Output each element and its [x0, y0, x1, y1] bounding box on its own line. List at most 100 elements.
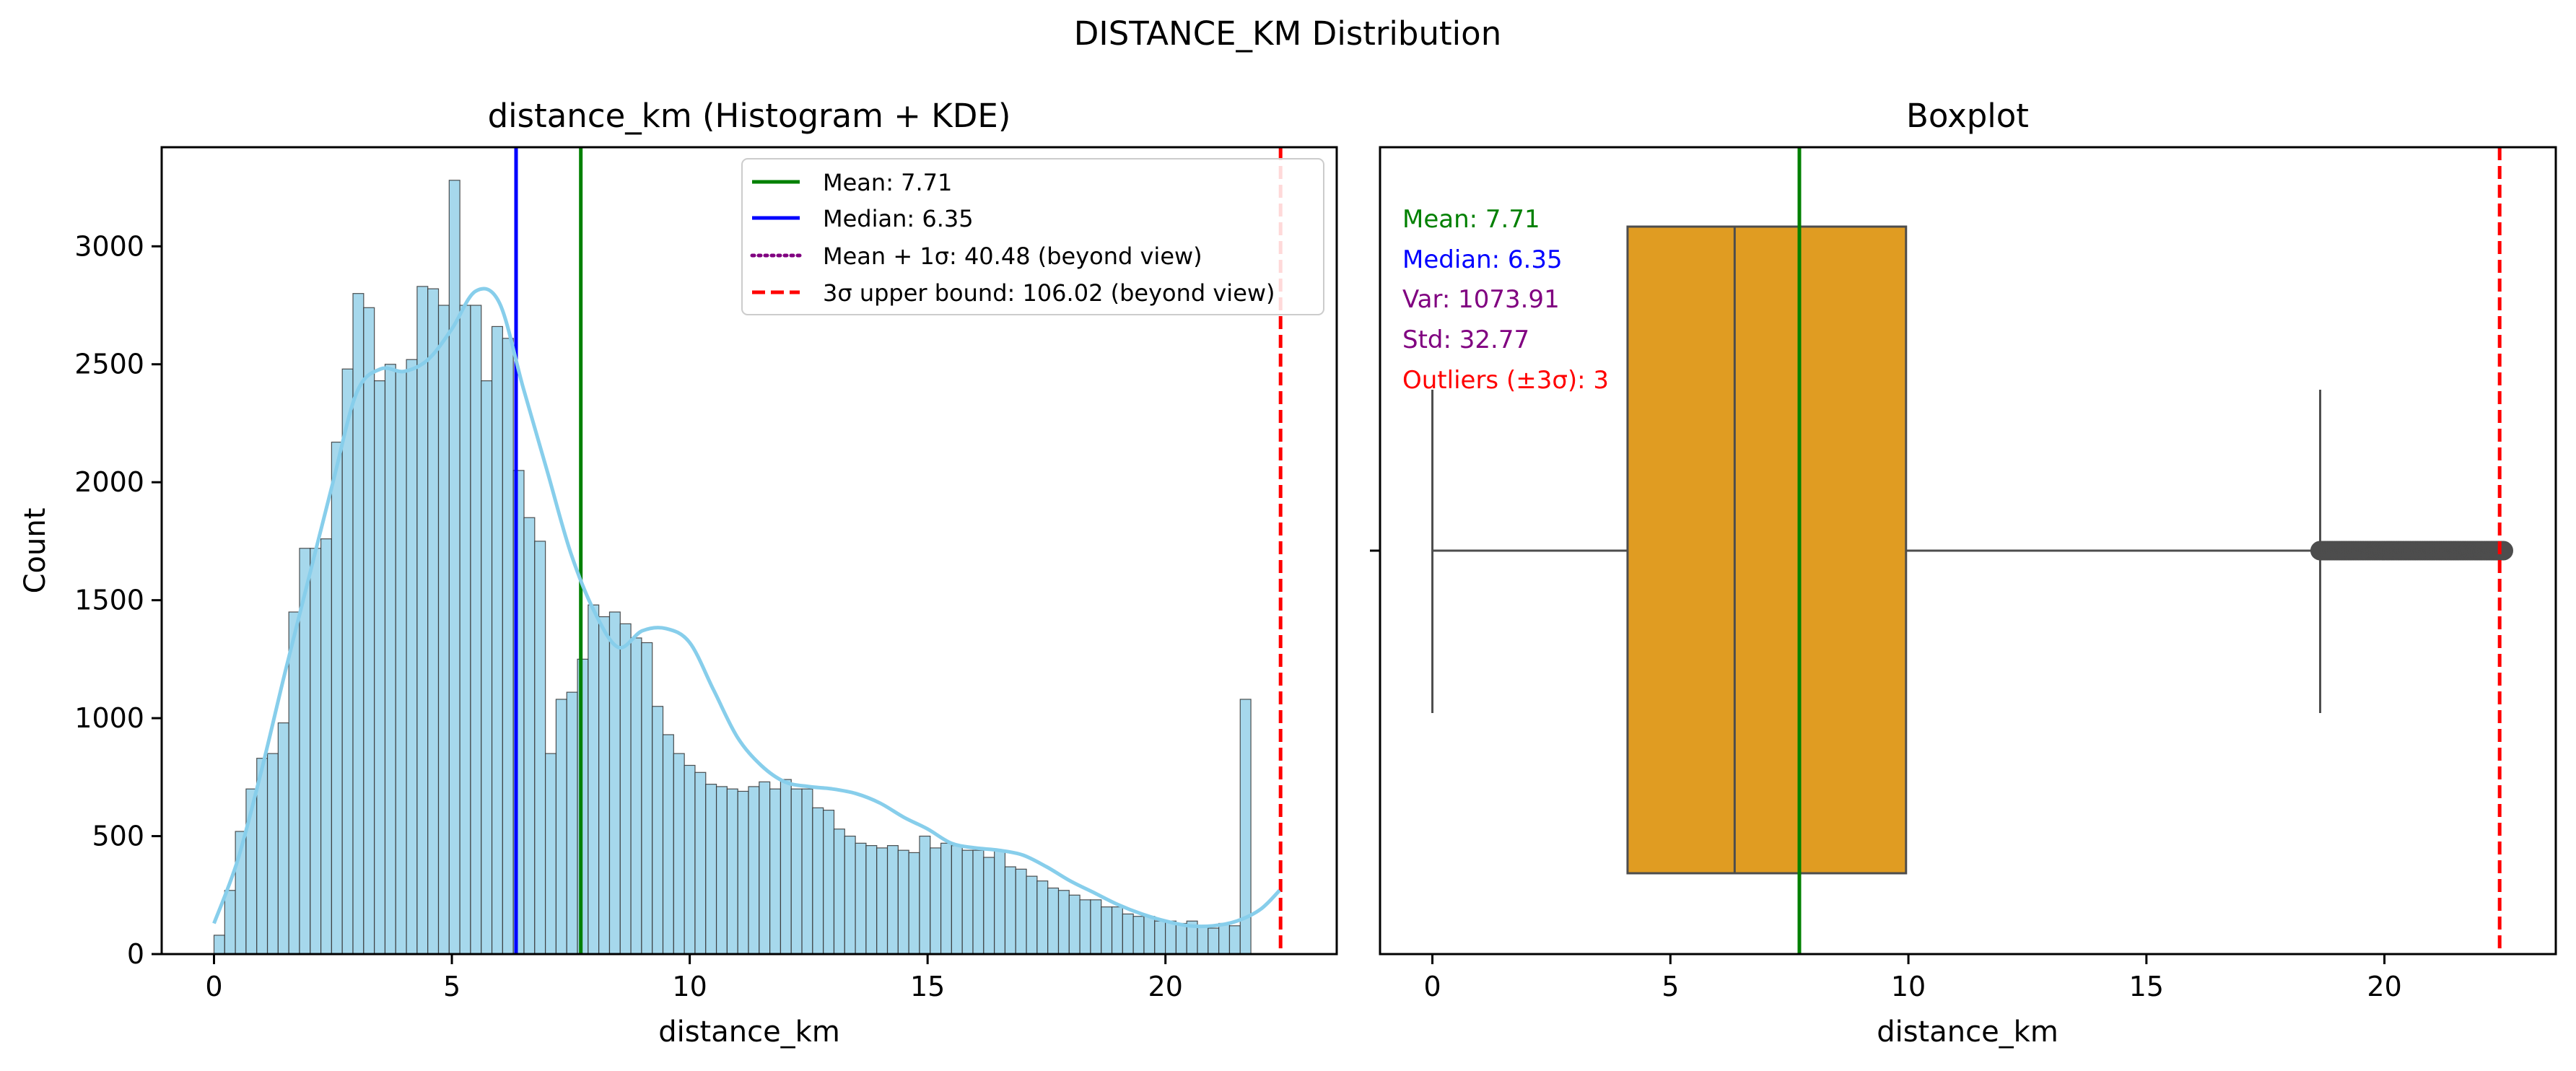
- stats-outliers: Outliers (±3σ): 3: [1402, 366, 1609, 395]
- histogram-bar: [865, 845, 878, 954]
- histogram-bar: [897, 849, 909, 954]
- histogram-bar: [406, 359, 418, 954]
- histogram-bar: [459, 305, 471, 954]
- histogram-bar: [790, 788, 803, 954]
- histogram-bar: [566, 691, 578, 954]
- histogram-bar: [1068, 894, 1080, 954]
- histogram-bar: [1015, 868, 1027, 954]
- histogram-bar: [833, 829, 845, 954]
- boxplot-x-axis-label: distance_km: [1877, 1015, 2058, 1049]
- histogram-bar: [427, 288, 440, 954]
- histogram-bar: [1079, 899, 1091, 954]
- histogram-bar: [940, 842, 952, 954]
- y-tick-label: 500: [92, 821, 144, 852]
- histogram-bar: [1036, 880, 1049, 954]
- histogram-bar: [630, 637, 642, 954]
- histogram-bar: [715, 786, 728, 954]
- histogram-bar: [266, 753, 279, 954]
- histogram-bar: [491, 325, 503, 954]
- histogram-bar: [769, 788, 782, 954]
- kde-line: [212, 287, 1281, 929]
- histogram-bar: [1165, 920, 1177, 954]
- histogram-bar: [470, 305, 482, 954]
- stats-variance: Var: 1073.91: [1402, 285, 1560, 314]
- histogram-bar: [951, 845, 963, 954]
- boxplot-stats-annotations: Mean: 7.71 Median: 6.35 Var: 1073.91 Std…: [1402, 205, 1609, 395]
- histogram-panel: distance_km (Histogram + KDE) 0 5 10 15 20 0…: [19, 97, 1338, 1049]
- histogram-bar: [1154, 920, 1166, 954]
- histogram-x-ticks: 0 5 10 15 20: [205, 954, 1183, 1002]
- histogram-bar: [812, 807, 824, 954]
- histogram-bar: [481, 380, 493, 954]
- boxplot-marks: [1431, 225, 2513, 875]
- legend-label-median: Median: 6.35: [823, 205, 974, 232]
- histogram-bar: [277, 722, 289, 954]
- y-tick-label: 2500: [74, 349, 144, 380]
- x-tick-label: 0: [1423, 971, 1441, 1002]
- histogram-bar: [855, 842, 867, 954]
- histogram-bar: [961, 849, 974, 954]
- histogram-bar: [652, 706, 664, 954]
- histogram-legend: Mean: 7.71 Median: 6.35 Mean + 1σ: 40.48…: [741, 158, 1324, 315]
- y-tick-label: 1500: [74, 585, 144, 616]
- histogram-bar: [588, 604, 600, 954]
- histogram-bar: [1197, 925, 1209, 954]
- histogram-bar: [1228, 925, 1241, 954]
- histogram-bar: [1122, 913, 1134, 954]
- histogram-bar: [608, 611, 621, 954]
- histogram-bar: [448, 180, 460, 954]
- x-tick-label: 20: [2367, 971, 2401, 1002]
- histogram-bar: [534, 541, 546, 954]
- histogram-bar: [641, 642, 653, 954]
- histogram-bar: [876, 847, 888, 954]
- histogram-bar: [780, 779, 792, 954]
- histogram-bar: [1132, 916, 1145, 954]
- histogram-bar: [331, 442, 343, 954]
- boxplot-x-ticks: 0 5 10 15 20: [1423, 954, 2402, 1002]
- histogram-bar: [341, 368, 354, 954]
- histogram-bar: [598, 616, 611, 954]
- histogram-bar: [673, 753, 685, 954]
- histogram-bar: [994, 849, 1006, 954]
- x-tick-label: 0: [205, 971, 222, 1002]
- histogram-bar: [983, 857, 995, 954]
- histogram-bar: [1057, 890, 1070, 954]
- histogram-bar: [320, 538, 333, 954]
- x-tick-label: 10: [672, 971, 707, 1002]
- boxplot-title: Boxplot: [1906, 97, 2029, 135]
- histogram-title: distance_km (Histogram + KDE): [488, 97, 1011, 135]
- histogram-bar: [416, 286, 429, 954]
- histogram-axes-frame: [160, 146, 1338, 956]
- histogram-bar: [844, 835, 856, 954]
- histogram-bar: [363, 307, 375, 954]
- outlier-point: [2494, 541, 2513, 561]
- histogram-bar: [374, 380, 386, 954]
- histogram-y-ticks: 0 500 1000 1500 2000 2500 3000: [74, 230, 162, 970]
- histogram-bar: [1004, 866, 1016, 954]
- histogram-bar: [1026, 875, 1038, 954]
- histogram-x-axis-label: distance_km: [658, 1015, 840, 1049]
- histogram-bar: [523, 517, 536, 954]
- legend-label-mean: Mean: 7.71: [823, 169, 952, 196]
- legend-entry-median: Median: 6.35: [752, 205, 974, 232]
- histogram-bar: [694, 771, 707, 954]
- histogram-bar: [1218, 922, 1231, 954]
- histogram-bar: [1208, 927, 1220, 954]
- y-tick-label: 3000: [74, 230, 144, 262]
- legend-entry-mean-plus-1sigma: Mean + 1σ: 40.48 (beyond view): [750, 242, 1202, 270]
- boxplot-panel: Boxplot 0 5 10 15 20 distance_km Mean: 7.71 …: [1370, 97, 2557, 1049]
- histogram-y-axis-label: Count: [19, 508, 52, 594]
- legend-box: [741, 158, 1324, 315]
- histogram-bar: [288, 611, 300, 954]
- histogram-bar: [1239, 699, 1252, 954]
- stats-median: Median: 6.35: [1402, 245, 1563, 274]
- histogram-bar: [310, 548, 322, 954]
- histogram-bar: [1090, 899, 1102, 954]
- histogram-bar: [726, 788, 738, 954]
- histogram-bar: [502, 338, 514, 954]
- histogram-bar: [437, 305, 450, 954]
- histogram-bar: [1101, 906, 1113, 954]
- stats-std: Std: 32.77: [1402, 325, 1529, 354]
- histogram-bar: [737, 790, 749, 954]
